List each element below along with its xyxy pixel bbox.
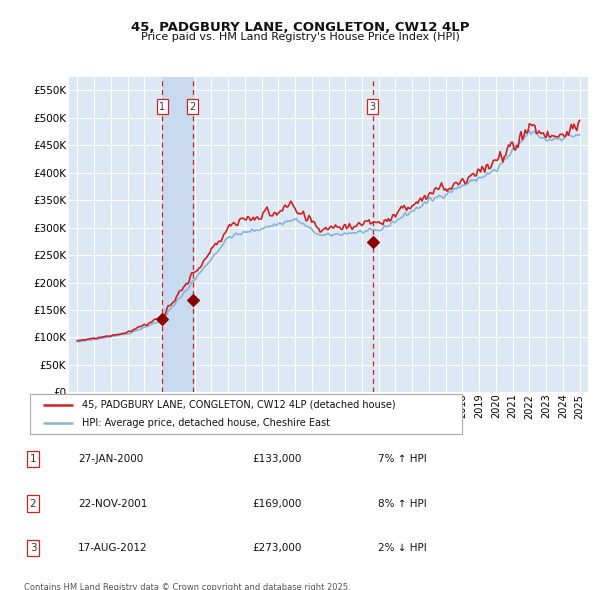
Point (157, 314, 167, 324)
Text: 2: 2 (29, 499, 37, 509)
Text: 8% ↑ HPI: 8% ↑ HPI (378, 499, 427, 509)
Text: 27-JAN-2000: 27-JAN-2000 (78, 454, 143, 464)
Text: 17-AUG-2012: 17-AUG-2012 (78, 543, 148, 553)
Text: 22-NOV-2001: 22-NOV-2001 (78, 499, 148, 509)
Point (188, 295, 197, 304)
Text: 1: 1 (159, 102, 166, 112)
Text: 2: 2 (190, 102, 196, 112)
Text: 45, PADGBURY LANE, CONGLETON, CW12 4LP (detached house): 45, PADGBURY LANE, CONGLETON, CW12 4LP (… (82, 400, 395, 410)
Text: 3: 3 (29, 543, 37, 553)
Text: 3: 3 (370, 102, 376, 112)
Text: 7% ↑ HPI: 7% ↑ HPI (378, 454, 427, 464)
Text: 45, PADGBURY LANE, CONGLETON, CW12 4LP: 45, PADGBURY LANE, CONGLETON, CW12 4LP (131, 21, 469, 34)
Bar (162, 77, 193, 392)
Text: £169,000: £169,000 (252, 499, 301, 509)
Text: 1: 1 (29, 454, 37, 464)
Text: HPI: Average price, detached house, Cheshire East: HPI: Average price, detached house, Ches… (82, 418, 330, 428)
Text: Contains HM Land Registry data © Crown copyright and database right 2025.
This d: Contains HM Land Registry data © Crown c… (24, 583, 350, 590)
Text: Price paid vs. HM Land Registry's House Price Index (HPI): Price paid vs. HM Land Registry's House … (140, 32, 460, 42)
Text: £273,000: £273,000 (252, 543, 301, 553)
Text: £133,000: £133,000 (252, 454, 301, 464)
Point (368, 238, 377, 247)
Text: 2% ↓ HPI: 2% ↓ HPI (378, 543, 427, 553)
